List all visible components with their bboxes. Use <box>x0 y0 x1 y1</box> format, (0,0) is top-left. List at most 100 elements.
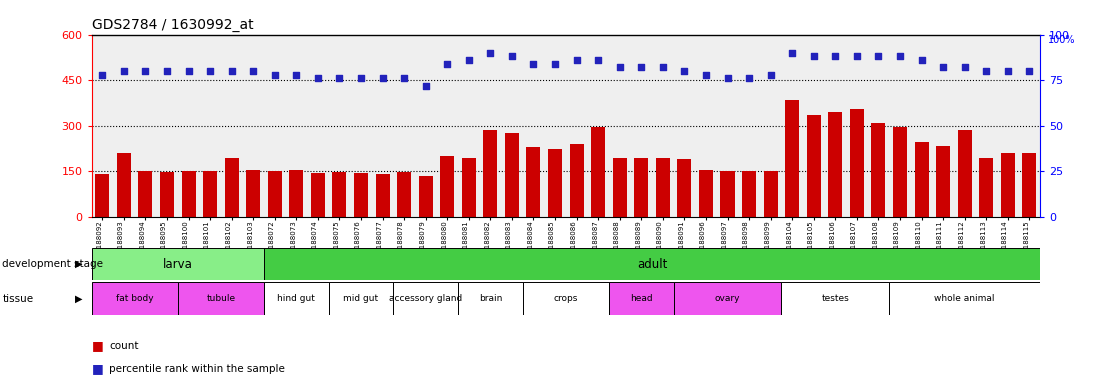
Point <box>201 68 219 74</box>
Bar <box>872 123 885 217</box>
Point <box>610 65 628 71</box>
Bar <box>177 282 264 315</box>
Point <box>826 53 844 60</box>
Point <box>330 75 348 81</box>
Bar <box>462 158 475 217</box>
Point <box>913 57 931 63</box>
Point <box>503 53 521 60</box>
Point <box>180 68 198 74</box>
Bar <box>591 127 605 217</box>
Bar <box>92 248 264 280</box>
Text: hind gut: hind gut <box>278 294 315 303</box>
Point <box>158 68 176 74</box>
Bar <box>289 170 304 217</box>
Bar <box>677 159 692 217</box>
Bar <box>138 171 153 217</box>
Point <box>546 61 564 67</box>
Bar <box>889 282 1040 315</box>
Bar <box>376 174 389 217</box>
Point <box>439 61 456 67</box>
Text: tissue: tissue <box>2 293 33 304</box>
Bar <box>95 174 109 217</box>
Bar <box>397 172 411 217</box>
Point <box>1020 68 1038 74</box>
Point <box>955 65 973 71</box>
Point <box>136 68 154 74</box>
Bar <box>522 282 609 315</box>
Text: development stage: development stage <box>2 259 104 269</box>
Point <box>460 57 478 63</box>
Text: brain: brain <box>479 294 502 303</box>
Point <box>633 65 651 71</box>
Point <box>999 68 1017 74</box>
Bar <box>828 112 843 217</box>
Point <box>288 72 306 78</box>
Text: ▶: ▶ <box>75 293 83 304</box>
Bar <box>721 171 734 217</box>
Text: adult: adult <box>637 258 667 270</box>
Point <box>698 72 715 78</box>
Text: accessory gland: accessory gland <box>389 294 462 303</box>
Bar <box>914 142 929 217</box>
Bar <box>504 133 519 217</box>
Point <box>675 68 693 74</box>
Bar <box>807 115 820 217</box>
Bar <box>117 153 131 217</box>
Bar <box>393 282 458 315</box>
Point <box>416 83 434 89</box>
Text: crops: crops <box>554 294 578 303</box>
Point <box>848 53 866 60</box>
Point <box>374 75 392 81</box>
Bar <box>569 144 584 217</box>
Point <box>740 75 758 81</box>
Text: ■: ■ <box>92 362 104 375</box>
Point <box>223 68 241 74</box>
Point <box>805 53 822 60</box>
Bar <box>247 170 260 217</box>
Text: fat body: fat body <box>116 294 153 303</box>
Point <box>869 53 887 60</box>
Text: ■: ■ <box>92 339 104 352</box>
Bar <box>893 127 907 217</box>
Point <box>395 75 413 81</box>
Bar <box>458 282 522 315</box>
Bar <box>483 130 498 217</box>
Text: percentile rank within the sample: percentile rank within the sample <box>109 364 286 374</box>
Bar <box>440 156 454 217</box>
Bar <box>268 171 281 217</box>
Point <box>352 75 369 81</box>
Bar <box>674 282 781 315</box>
Bar <box>699 170 713 217</box>
Bar <box>936 146 950 217</box>
Text: count: count <box>109 341 138 351</box>
Bar <box>1001 153 1014 217</box>
Text: testes: testes <box>821 294 849 303</box>
Point <box>783 50 801 56</box>
Text: larva: larva <box>163 258 193 270</box>
Point <box>115 68 133 74</box>
Bar <box>958 130 972 217</box>
Bar <box>979 158 993 217</box>
Bar <box>311 173 325 217</box>
Bar <box>160 172 174 217</box>
Point <box>891 53 908 60</box>
Point <box>978 68 995 74</box>
Bar <box>850 109 864 217</box>
Bar <box>634 158 648 217</box>
Bar <box>763 171 778 217</box>
Point <box>762 72 780 78</box>
Point <box>244 68 262 74</box>
Point <box>266 72 283 78</box>
Bar <box>182 171 195 217</box>
Bar <box>418 176 433 217</box>
Bar <box>786 100 799 217</box>
Point <box>934 65 952 71</box>
Point <box>525 61 542 67</box>
Text: 100%: 100% <box>1048 35 1075 45</box>
Text: GDS2784 / 1630992_at: GDS2784 / 1630992_at <box>92 18 253 32</box>
Bar <box>354 173 368 217</box>
Text: head: head <box>629 294 653 303</box>
Bar <box>613 158 627 217</box>
Bar <box>329 282 393 315</box>
Text: tubule: tubule <box>206 294 235 303</box>
